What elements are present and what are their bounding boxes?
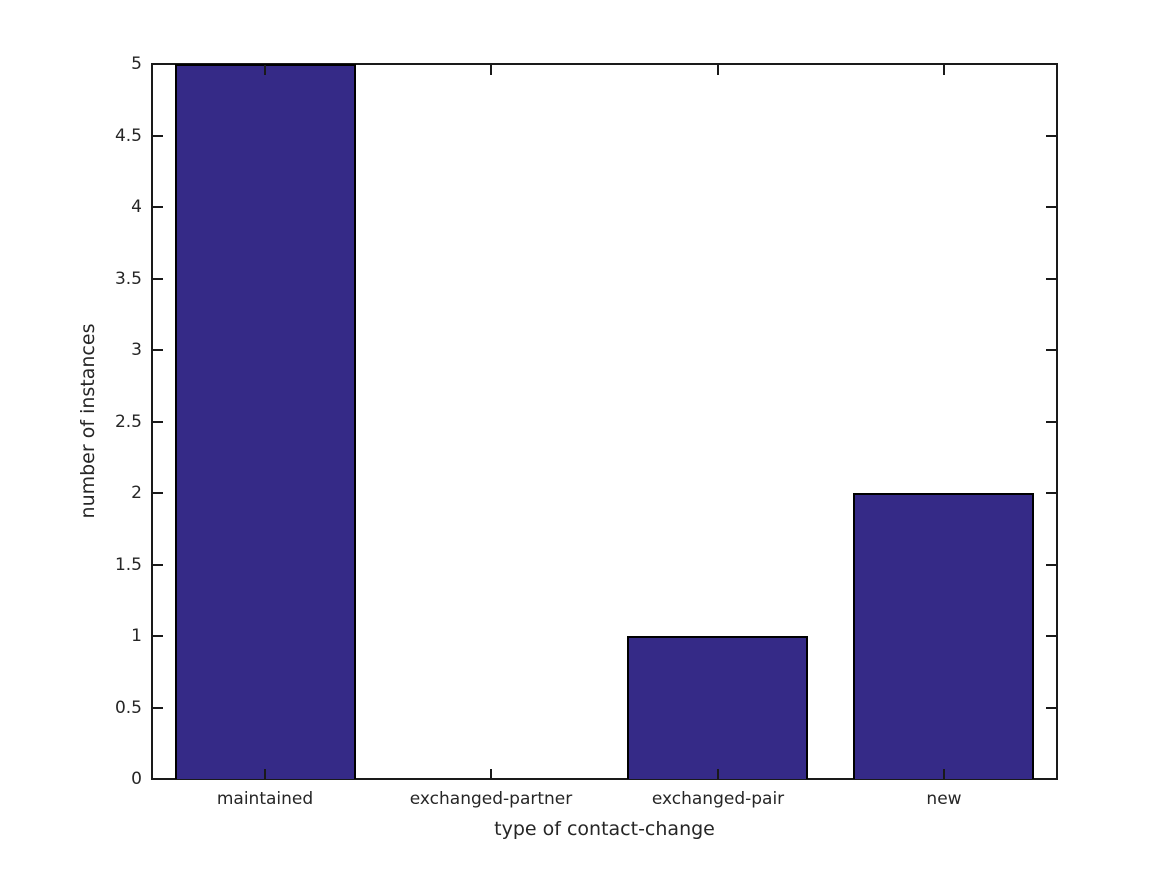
x-tick-label: exchanged-partner	[409, 789, 573, 809]
x-axis-label: type of contact-change	[494, 818, 715, 840]
y-tick-label: 1	[131, 626, 142, 646]
bar-exchanged-pair	[627, 636, 808, 779]
y-tick-label: 2.5	[114, 412, 142, 432]
x-tick-mark	[943, 769, 945, 779]
x-tick-mark	[943, 65, 945, 75]
y-tick-mark	[153, 707, 163, 709]
x-tick-mark	[264, 65, 266, 75]
y-tick-mark	[153, 349, 163, 351]
y-tick-mark	[153, 635, 163, 637]
y-tick-mark	[153, 135, 163, 137]
y-tick-label: 5	[131, 54, 142, 74]
y-axis-label: number of instances	[77, 323, 99, 519]
y-tick-mark	[1046, 492, 1056, 494]
y-tick-label: 2	[131, 483, 142, 503]
y-tick-mark	[1046, 635, 1056, 637]
y-tick-label: 0.5	[114, 698, 142, 718]
y-tick-label: 0	[131, 769, 142, 789]
x-tick-label: new	[926, 789, 962, 809]
y-tick-mark	[153, 63, 163, 65]
x-tick-mark	[490, 65, 492, 75]
y-tick-mark	[1046, 135, 1056, 137]
y-tick-label: 4	[131, 197, 142, 217]
x-tick-mark	[717, 769, 719, 779]
y-tick-label: 4.5	[114, 126, 142, 146]
y-tick-label: 1.5	[114, 555, 142, 575]
bar-maintained	[175, 64, 356, 779]
y-tick-mark	[153, 492, 163, 494]
x-tick-mark	[264, 769, 266, 779]
y-tick-mark	[153, 278, 163, 280]
x-tick-label: exchanged-pair	[651, 789, 785, 809]
y-tick-mark	[153, 564, 163, 566]
y-tick-label: 3	[131, 340, 142, 360]
y-tick-mark	[1046, 206, 1056, 208]
y-tick-mark	[1046, 63, 1056, 65]
y-tick-mark	[153, 421, 163, 423]
x-tick-mark	[717, 65, 719, 75]
y-tick-mark	[153, 778, 163, 780]
y-tick-mark	[1046, 564, 1056, 566]
bar-new	[853, 493, 1034, 779]
y-tick-label: 3.5	[114, 269, 142, 289]
y-tick-mark	[1046, 421, 1056, 423]
y-tick-mark	[1046, 778, 1056, 780]
x-tick-label: maintained	[216, 789, 314, 809]
y-tick-mark	[1046, 707, 1056, 709]
y-tick-mark	[153, 206, 163, 208]
y-tick-mark	[1046, 349, 1056, 351]
x-tick-mark	[490, 769, 492, 779]
y-tick-mark	[1046, 278, 1056, 280]
